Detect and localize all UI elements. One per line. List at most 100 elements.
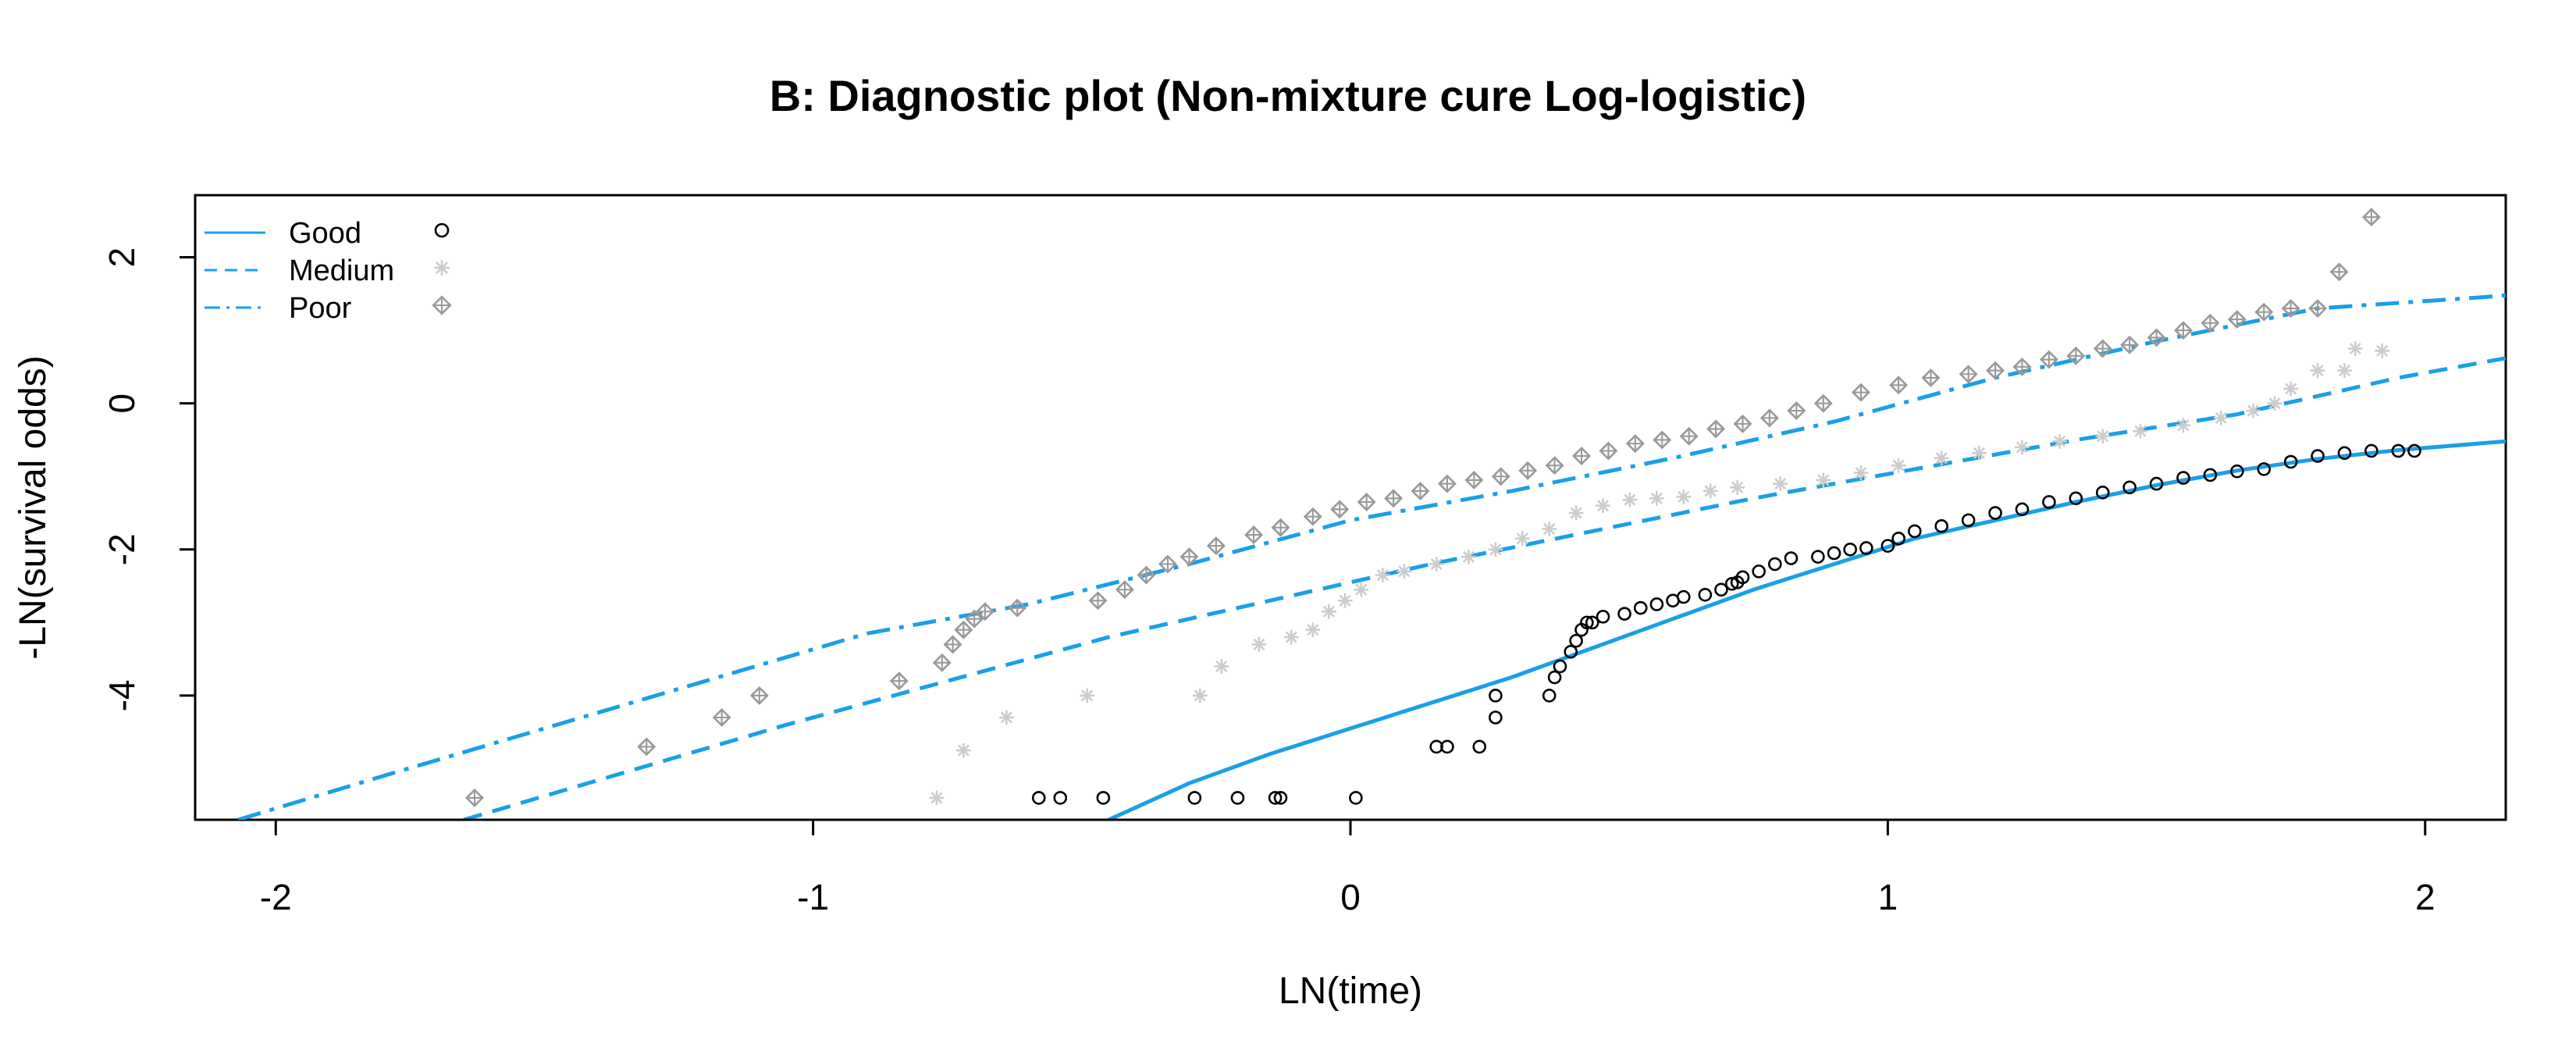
data-point-poor bbox=[1411, 481, 1430, 500]
data-point-poor bbox=[1572, 447, 1591, 465]
legend-label-good: Good bbox=[289, 217, 361, 250]
data-point-poor bbox=[954, 620, 973, 639]
data-point-good bbox=[2407, 443, 2421, 458]
data-point-poor bbox=[2012, 357, 2032, 376]
data-point-poor bbox=[1303, 507, 1322, 526]
data-point-poor bbox=[1088, 591, 1108, 611]
x-tick-label: 1 bbox=[1878, 877, 1898, 917]
legend: Good Medium Poor bbox=[205, 217, 452, 325]
data-point-medium bbox=[1730, 479, 1745, 495]
data-point-medium bbox=[1354, 582, 1369, 597]
data-point-good bbox=[1542, 689, 1557, 703]
series-points bbox=[464, 208, 2421, 807]
data-point-medium bbox=[1251, 637, 1267, 652]
data-point-poor bbox=[1491, 467, 1510, 486]
data-point-medium bbox=[1514, 531, 1530, 547]
y-tick-label: -2 bbox=[101, 533, 142, 565]
data-point-poor bbox=[1137, 565, 1156, 585]
data-point-medium bbox=[2095, 429, 2111, 444]
data-point-good bbox=[1768, 557, 1782, 572]
data-point-medium bbox=[999, 710, 1014, 725]
data-point-good bbox=[1934, 519, 1949, 533]
data-point-medium bbox=[955, 742, 971, 758]
data-point-poor bbox=[1244, 525, 1264, 545]
data-point-good bbox=[2149, 476, 2164, 491]
data-point-medium bbox=[1080, 688, 1095, 703]
data-point-good bbox=[2069, 491, 2083, 506]
data-point-poor bbox=[975, 602, 994, 621]
data-point-medium bbox=[1429, 557, 1444, 572]
data-point-good bbox=[1617, 607, 1631, 621]
data-point-poor bbox=[464, 788, 484, 807]
data-point-medium bbox=[2133, 423, 2148, 439]
data-point-good bbox=[1784, 551, 1799, 565]
x-tick-label: -2 bbox=[260, 877, 292, 917]
data-point-poor bbox=[1851, 383, 1870, 402]
x-tick-label: 2 bbox=[2415, 877, 2435, 917]
data-point-poor bbox=[965, 609, 984, 628]
data-point-medium bbox=[2267, 396, 2282, 411]
data-point-good bbox=[1961, 513, 1976, 528]
data-point-poor bbox=[1008, 598, 1027, 618]
data-point-poor bbox=[1787, 401, 1806, 420]
data-point-good bbox=[1907, 524, 1922, 539]
data-point-good bbox=[1569, 633, 1583, 648]
data-point-poor bbox=[1733, 414, 1752, 433]
data-point-medium bbox=[2176, 418, 2191, 433]
data-point-good bbox=[2257, 462, 2272, 476]
data-point-poor bbox=[2120, 335, 2140, 354]
data-point-good bbox=[1988, 506, 2002, 520]
data-point-good bbox=[2391, 443, 2406, 458]
data-point-poor bbox=[1986, 361, 2005, 380]
data-point-good bbox=[1031, 791, 1046, 805]
data-point-medium bbox=[2213, 411, 2229, 426]
data-point-good bbox=[1585, 615, 1599, 630]
data-point-poor bbox=[1518, 461, 1538, 480]
data-point-medium bbox=[2246, 403, 2261, 418]
data-point-medium bbox=[1773, 476, 1788, 491]
y-axis: -4 -2 0 2 bbox=[101, 247, 195, 711]
data-point-poor bbox=[1959, 365, 1978, 384]
data-point-good bbox=[2364, 443, 2379, 458]
data-point-good bbox=[1230, 791, 1245, 805]
data-point-poor bbox=[1158, 554, 1177, 574]
series-line-good bbox=[1108, 439, 2506, 820]
data-point-good bbox=[2176, 471, 2190, 485]
data-point-poor bbox=[2174, 321, 2193, 340]
data-point-poor bbox=[1545, 456, 1564, 475]
data-point-good bbox=[1472, 739, 1487, 754]
data-point-good bbox=[2311, 449, 2325, 463]
data-point-medium bbox=[1192, 688, 1208, 703]
data-point-good bbox=[1698, 588, 1713, 602]
data-point-good bbox=[1843, 543, 1857, 557]
data-point-medium bbox=[2310, 363, 2325, 378]
data-point-good bbox=[1811, 550, 1825, 564]
data-point-good bbox=[1096, 791, 1111, 805]
data-point-good bbox=[2042, 495, 2056, 509]
data-point-good bbox=[1268, 791, 1283, 805]
data-point-medium bbox=[1622, 492, 1638, 507]
data-point-good bbox=[2095, 486, 2110, 500]
legend-label-medium: Medium bbox=[289, 255, 394, 287]
data-point-poor bbox=[1889, 376, 1909, 395]
data-point-medium bbox=[1816, 472, 1831, 488]
data-point-poor bbox=[1357, 493, 1376, 511]
data-point-poor bbox=[1179, 547, 1199, 567]
data-point-poor bbox=[2361, 208, 2381, 227]
data-point-poor bbox=[1921, 368, 1941, 387]
data-point-good bbox=[1273, 791, 1288, 805]
data-point-medium bbox=[1397, 564, 1412, 579]
data-point-poor bbox=[1813, 393, 1833, 413]
data-point-good bbox=[1053, 791, 1068, 805]
data-point-poor bbox=[943, 635, 962, 654]
data-point-poor bbox=[1206, 536, 1226, 556]
data-point-poor bbox=[2254, 302, 2274, 322]
y-tick-label: 0 bbox=[101, 393, 142, 414]
legend-marker-medium bbox=[434, 260, 450, 276]
data-point-good bbox=[1676, 589, 1691, 604]
data-point-good bbox=[1489, 689, 1503, 703]
data-point-poor bbox=[712, 708, 731, 727]
chart-title: B: Diagnostic plot (Non-mixture cure Log… bbox=[770, 71, 1806, 120]
data-point-poor bbox=[2201, 313, 2220, 333]
data-point-poor bbox=[932, 653, 952, 672]
